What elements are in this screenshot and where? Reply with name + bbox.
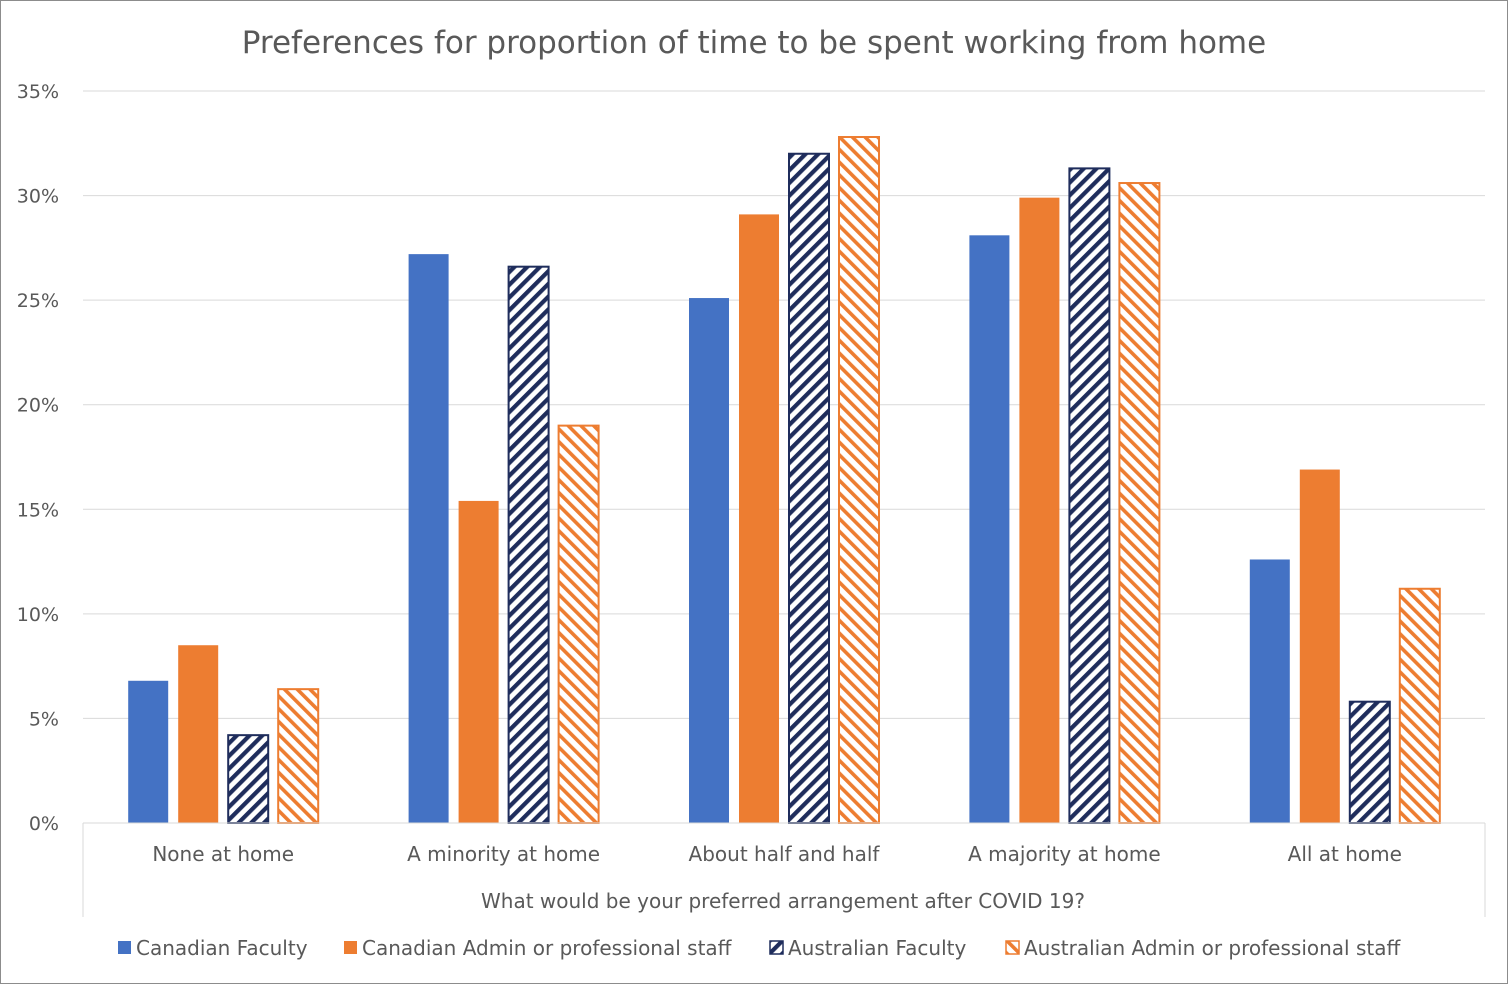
bar — [1348, 700, 1391, 824]
category-label: None at home — [152, 842, 294, 866]
bar — [128, 680, 169, 823]
bar — [969, 235, 1010, 823]
category-label: All at home — [1288, 842, 1402, 866]
legend-swatch — [769, 940, 784, 955]
bar — [1299, 469, 1340, 823]
legend-label: Canadian Admin or professional staff — [362, 936, 733, 960]
y-axis-tick-labels: 0% 5% 10% 15% 20% 25% 30% 35% — [17, 81, 59, 835]
bar — [277, 688, 320, 824]
legend-swatch — [344, 941, 357, 954]
bar — [458, 500, 499, 823]
bar — [1118, 182, 1161, 825]
legend-swatch — [118, 941, 131, 954]
y-tick-label: 15% — [17, 499, 59, 521]
y-tick-label: 35% — [17, 81, 59, 103]
x-axis-title: What would be your preferred arrangement… — [481, 889, 1085, 913]
legend-label: Australian Faculty — [788, 936, 966, 960]
category-label: A majority at home — [968, 842, 1161, 866]
bar — [838, 136, 880, 825]
y-tick-label: 20% — [17, 395, 59, 417]
bar — [1019, 197, 1060, 824]
bar — [408, 254, 449, 824]
y-tick-label: 30% — [17, 186, 59, 208]
y-tick-label: 25% — [17, 290, 59, 312]
gridlines — [83, 90, 1485, 719]
y-tick-label: 0% — [29, 813, 59, 835]
x-axis — [82, 822, 1486, 917]
legend-label: Australian Admin or professional staff — [1024, 936, 1401, 960]
category-labels: None at home A minority at home About half… — [152, 842, 1402, 866]
bar — [1249, 559, 1290, 823]
bar — [739, 214, 779, 823]
bar — [507, 265, 550, 824]
category-label: A minority at home — [407, 842, 600, 866]
bar — [1398, 587, 1441, 825]
category-label: About half and half — [689, 842, 881, 866]
chart-title: Preferences for proportion of time to be… — [242, 25, 1266, 61]
bar — [788, 152, 830, 824]
bar — [1068, 167, 1111, 824]
legend: Canadian Faculty Canadian Admin or profes… — [118, 936, 1401, 960]
bar — [227, 734, 270, 824]
legend-label: Canadian Faculty — [136, 936, 308, 960]
bars — [128, 136, 1441, 825]
bar — [178, 645, 219, 823]
bar — [689, 298, 729, 824]
bar — [557, 424, 600, 824]
legend-swatch — [1005, 940, 1020, 955]
y-tick-label: 5% — [29, 708, 59, 730]
y-tick-label: 10% — [17, 604, 59, 626]
